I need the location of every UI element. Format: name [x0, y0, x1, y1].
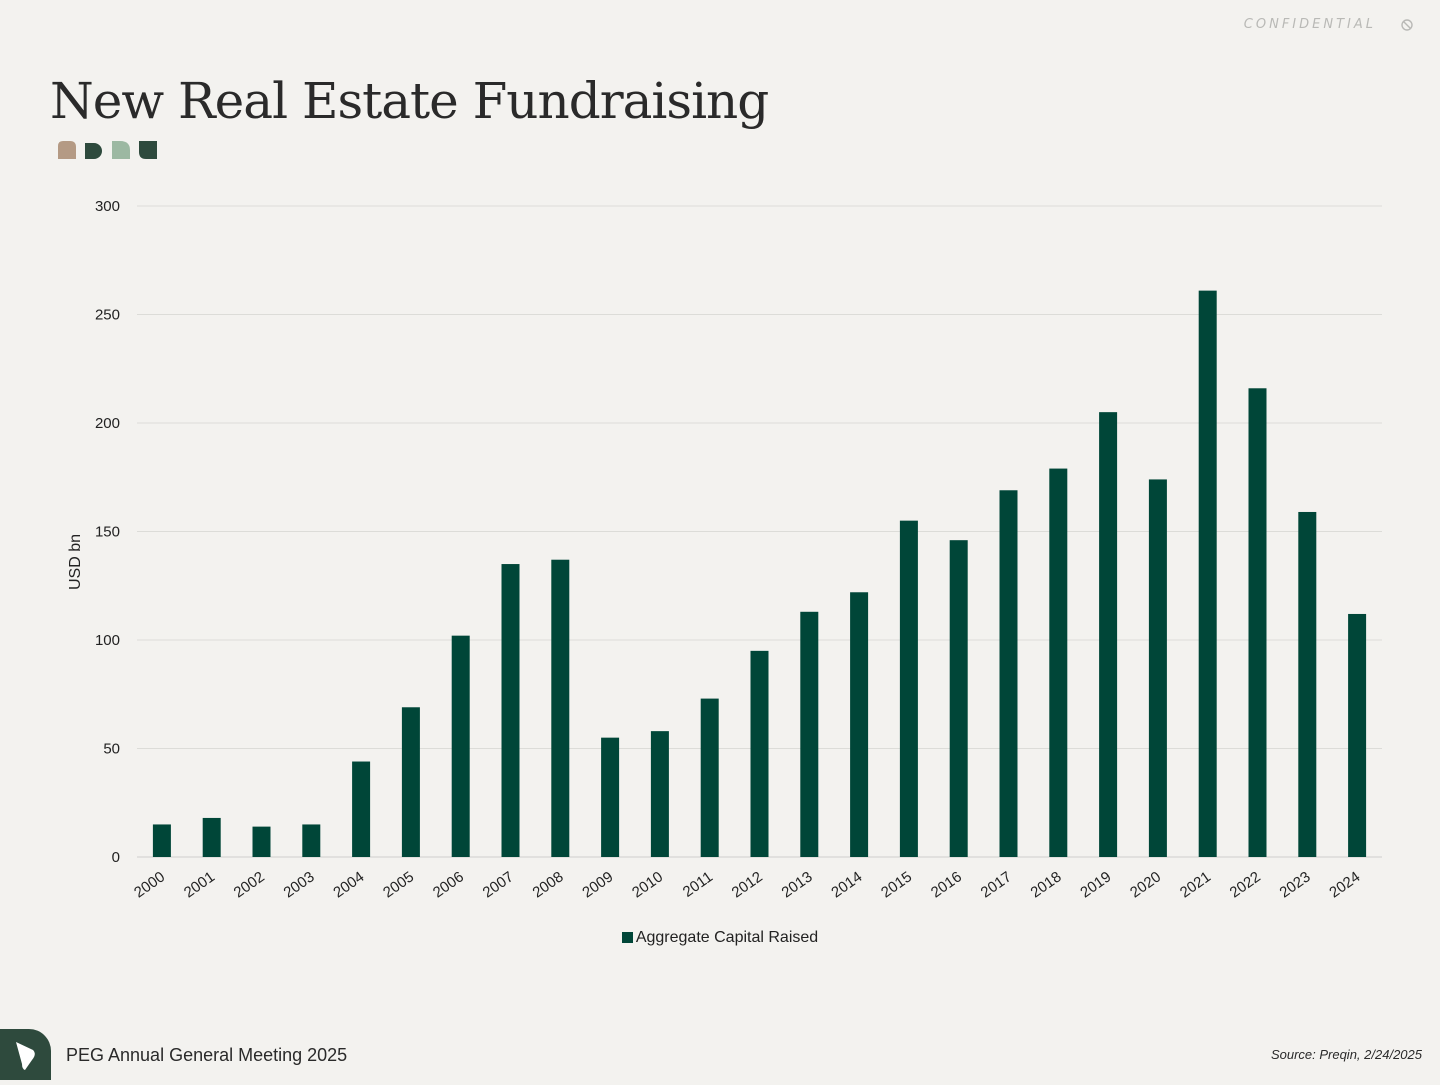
brand-shape-4 [139, 141, 157, 159]
x-tick-label: 2002 [231, 868, 268, 901]
bar-2020 [1148, 479, 1167, 857]
bar-2006 [451, 635, 470, 857]
x-tick-label: 2003 [281, 868, 318, 901]
x-tick-label: 2015 [878, 868, 915, 901]
y-axis-ticks: 0 50 100 150 200 250 300 [95, 198, 120, 866]
page-title: New Real Estate Fundraising [50, 72, 769, 130]
legend-label: Aggregate Capital Raised [635, 929, 819, 946]
bar-2017 [999, 490, 1018, 857]
x-tick-label: 2008 [530, 868, 567, 901]
x-tick-label: 2000 [131, 868, 168, 901]
confidential-label: CONFIDENTIAL [1243, 17, 1376, 32]
x-tick-label: 2013 [779, 868, 816, 901]
legend-swatch [621, 932, 633, 943]
y-tick-label: 50 [103, 741, 120, 758]
bar-2011 [700, 698, 719, 857]
x-tick-label: 2019 [1077, 868, 1114, 901]
y-tick-label: 0 [112, 849, 120, 866]
bar-2022 [1248, 388, 1267, 857]
x-tick-label: 2020 [1127, 868, 1164, 901]
bar-2010 [650, 731, 669, 857]
brand-shape-3 [112, 141, 130, 159]
x-tick-label: 2007 [480, 868, 517, 901]
bar-2019 [1099, 412, 1118, 857]
bar-2007 [501, 564, 520, 857]
leaf-logo-icon [16, 1042, 35, 1070]
source-note: Source: Preqin, 2/24/2025 [1270, 1047, 1422, 1062]
x-tick-label: 2021 [1177, 868, 1214, 901]
x-tick-label: 2005 [380, 868, 417, 901]
bar-2004 [352, 761, 371, 857]
y-tick-label: 150 [95, 524, 120, 541]
y-tick-label: 100 [95, 632, 120, 649]
bar-2016 [949, 540, 968, 857]
x-axis-ticks: 2000 2001 2002 2003 2004 2005 2006 2007 2008 2009… [131, 868, 1363, 901]
x-tick-label: 2022 [1227, 868, 1264, 901]
bar-2023 [1298, 511, 1317, 857]
x-tick-label: 2017 [978, 868, 1015, 901]
bar-2013 [800, 611, 819, 857]
bar-2009 [601, 737, 620, 857]
footer-logo-tab [0, 1029, 51, 1080]
y-tick-label: 250 [95, 307, 120, 324]
x-tick-label: 2006 [430, 868, 467, 901]
bar-2002 [252, 826, 271, 857]
brand-shape-2 [85, 143, 102, 159]
x-tick-label: 2014 [828, 868, 865, 901]
bar-2008 [551, 559, 570, 857]
bar-2024 [1348, 613, 1367, 857]
x-tick-label: 2024 [1326, 868, 1363, 901]
bar-2015 [899, 520, 918, 857]
x-tick-label: 2023 [1277, 868, 1314, 901]
x-tick-label: 2004 [330, 868, 367, 901]
footer-event-name: PEG Annual General Meeting 2025 [66, 1045, 348, 1065]
bar-2014 [850, 592, 869, 857]
x-tick-label: 2018 [1028, 868, 1065, 901]
bar-2003 [302, 824, 321, 857]
x-tick-label: 2009 [579, 868, 616, 901]
x-tick-label: 2001 [181, 868, 218, 901]
x-tick-label: 2012 [729, 868, 766, 901]
brand-shape-1 [58, 141, 76, 159]
y-tick-label: 200 [95, 415, 120, 432]
bar-2001 [202, 817, 221, 857]
bar-2005 [401, 707, 420, 857]
legend: Aggregate Capital Raised [0, 929, 1440, 947]
bar-2018 [1049, 468, 1068, 857]
bar-2000 [152, 824, 171, 857]
x-tick-label: 2016 [928, 868, 965, 901]
y-axis-label: USD bn [67, 534, 84, 590]
x-tick-label: 2010 [629, 868, 666, 901]
x-tick-label: 2011 [680, 868, 716, 900]
no-entry-icon [1401, 19, 1413, 31]
brand-shapes-decoration [58, 141, 157, 159]
bars [152, 290, 1367, 857]
y-tick-label: 300 [95, 198, 120, 215]
grid-lines [137, 205, 1382, 858]
bar-2021 [1198, 290, 1217, 857]
bar-2012 [750, 650, 769, 857]
